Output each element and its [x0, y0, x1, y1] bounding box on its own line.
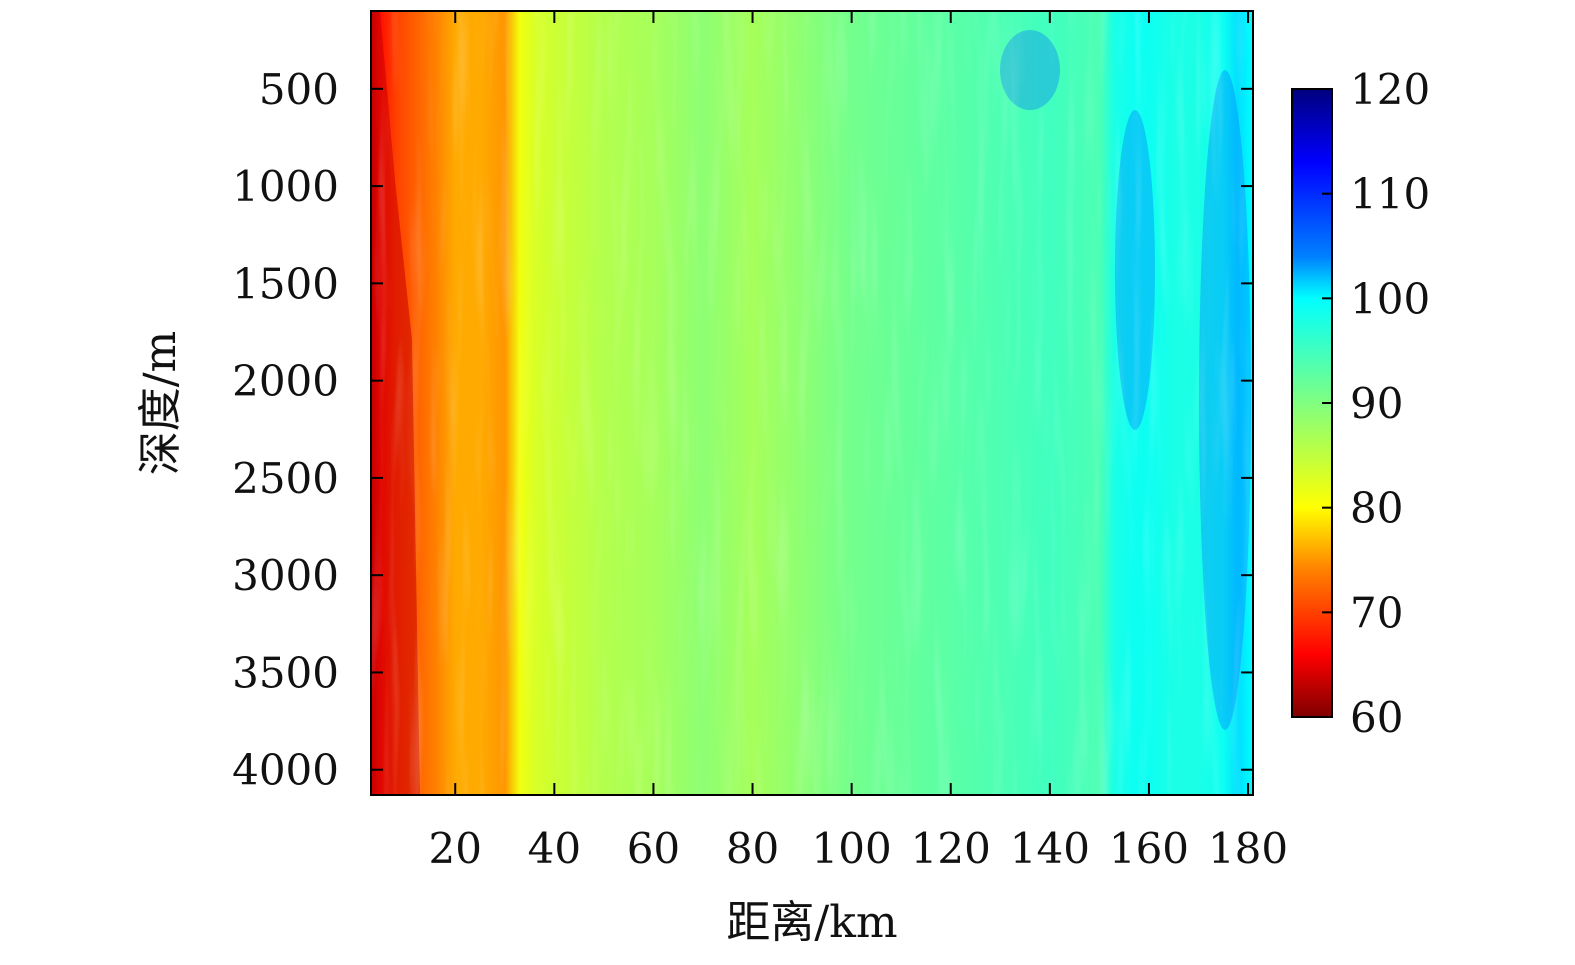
y-tick-label: 4000 — [232, 746, 339, 795]
y-tick-label: 2000 — [232, 357, 339, 406]
colorbar-axis: 60 70 80 90 100 110 120 — [1322, 65, 1430, 742]
streak-texture — [371, 11, 1253, 795]
y-tick-label: 3500 — [232, 648, 339, 697]
colorbar-tick-label: 110 — [1350, 170, 1430, 219]
x-tick-label: 120 — [911, 824, 991, 873]
x-tick-label: 160 — [1109, 824, 1189, 873]
colorbar-tick-label: 100 — [1350, 274, 1430, 323]
colorbar-tick-label: 120 — [1350, 65, 1430, 114]
y-tick-label: 1500 — [232, 259, 339, 308]
x-axis: 20 40 60 80 100 120 140 160 180 — [429, 11, 1288, 873]
y-axis-title: 深度/m — [135, 331, 186, 476]
y-tick-label: 3000 — [232, 551, 339, 600]
colorbar-tick-label: 60 — [1350, 693, 1403, 742]
x-tick-label: 100 — [812, 824, 892, 873]
x-tick-label: 140 — [1010, 824, 1090, 873]
colorbar-tick-label: 70 — [1350, 588, 1403, 637]
colorbar-tick-label: 80 — [1350, 484, 1403, 533]
plot-area — [371, 11, 1253, 795]
y-axis: 500 1000 1500 2000 2500 3000 3500 4000 — [232, 65, 1253, 795]
y-tick-label: 1000 — [232, 162, 339, 211]
x-tick-label: 20 — [429, 824, 482, 873]
y-tick-label: 2500 — [232, 454, 339, 503]
x-tick-label: 180 — [1208, 824, 1288, 873]
colorbar-tick-label: 90 — [1350, 379, 1403, 428]
x-tick-label: 60 — [627, 824, 680, 873]
plot-frame — [370, 10, 1254, 796]
y-tick-label: 500 — [259, 65, 339, 114]
x-tick-label: 80 — [726, 824, 779, 873]
x-tick-label: 40 — [528, 824, 581, 873]
x-axis-title: 距离/km — [726, 897, 897, 948]
